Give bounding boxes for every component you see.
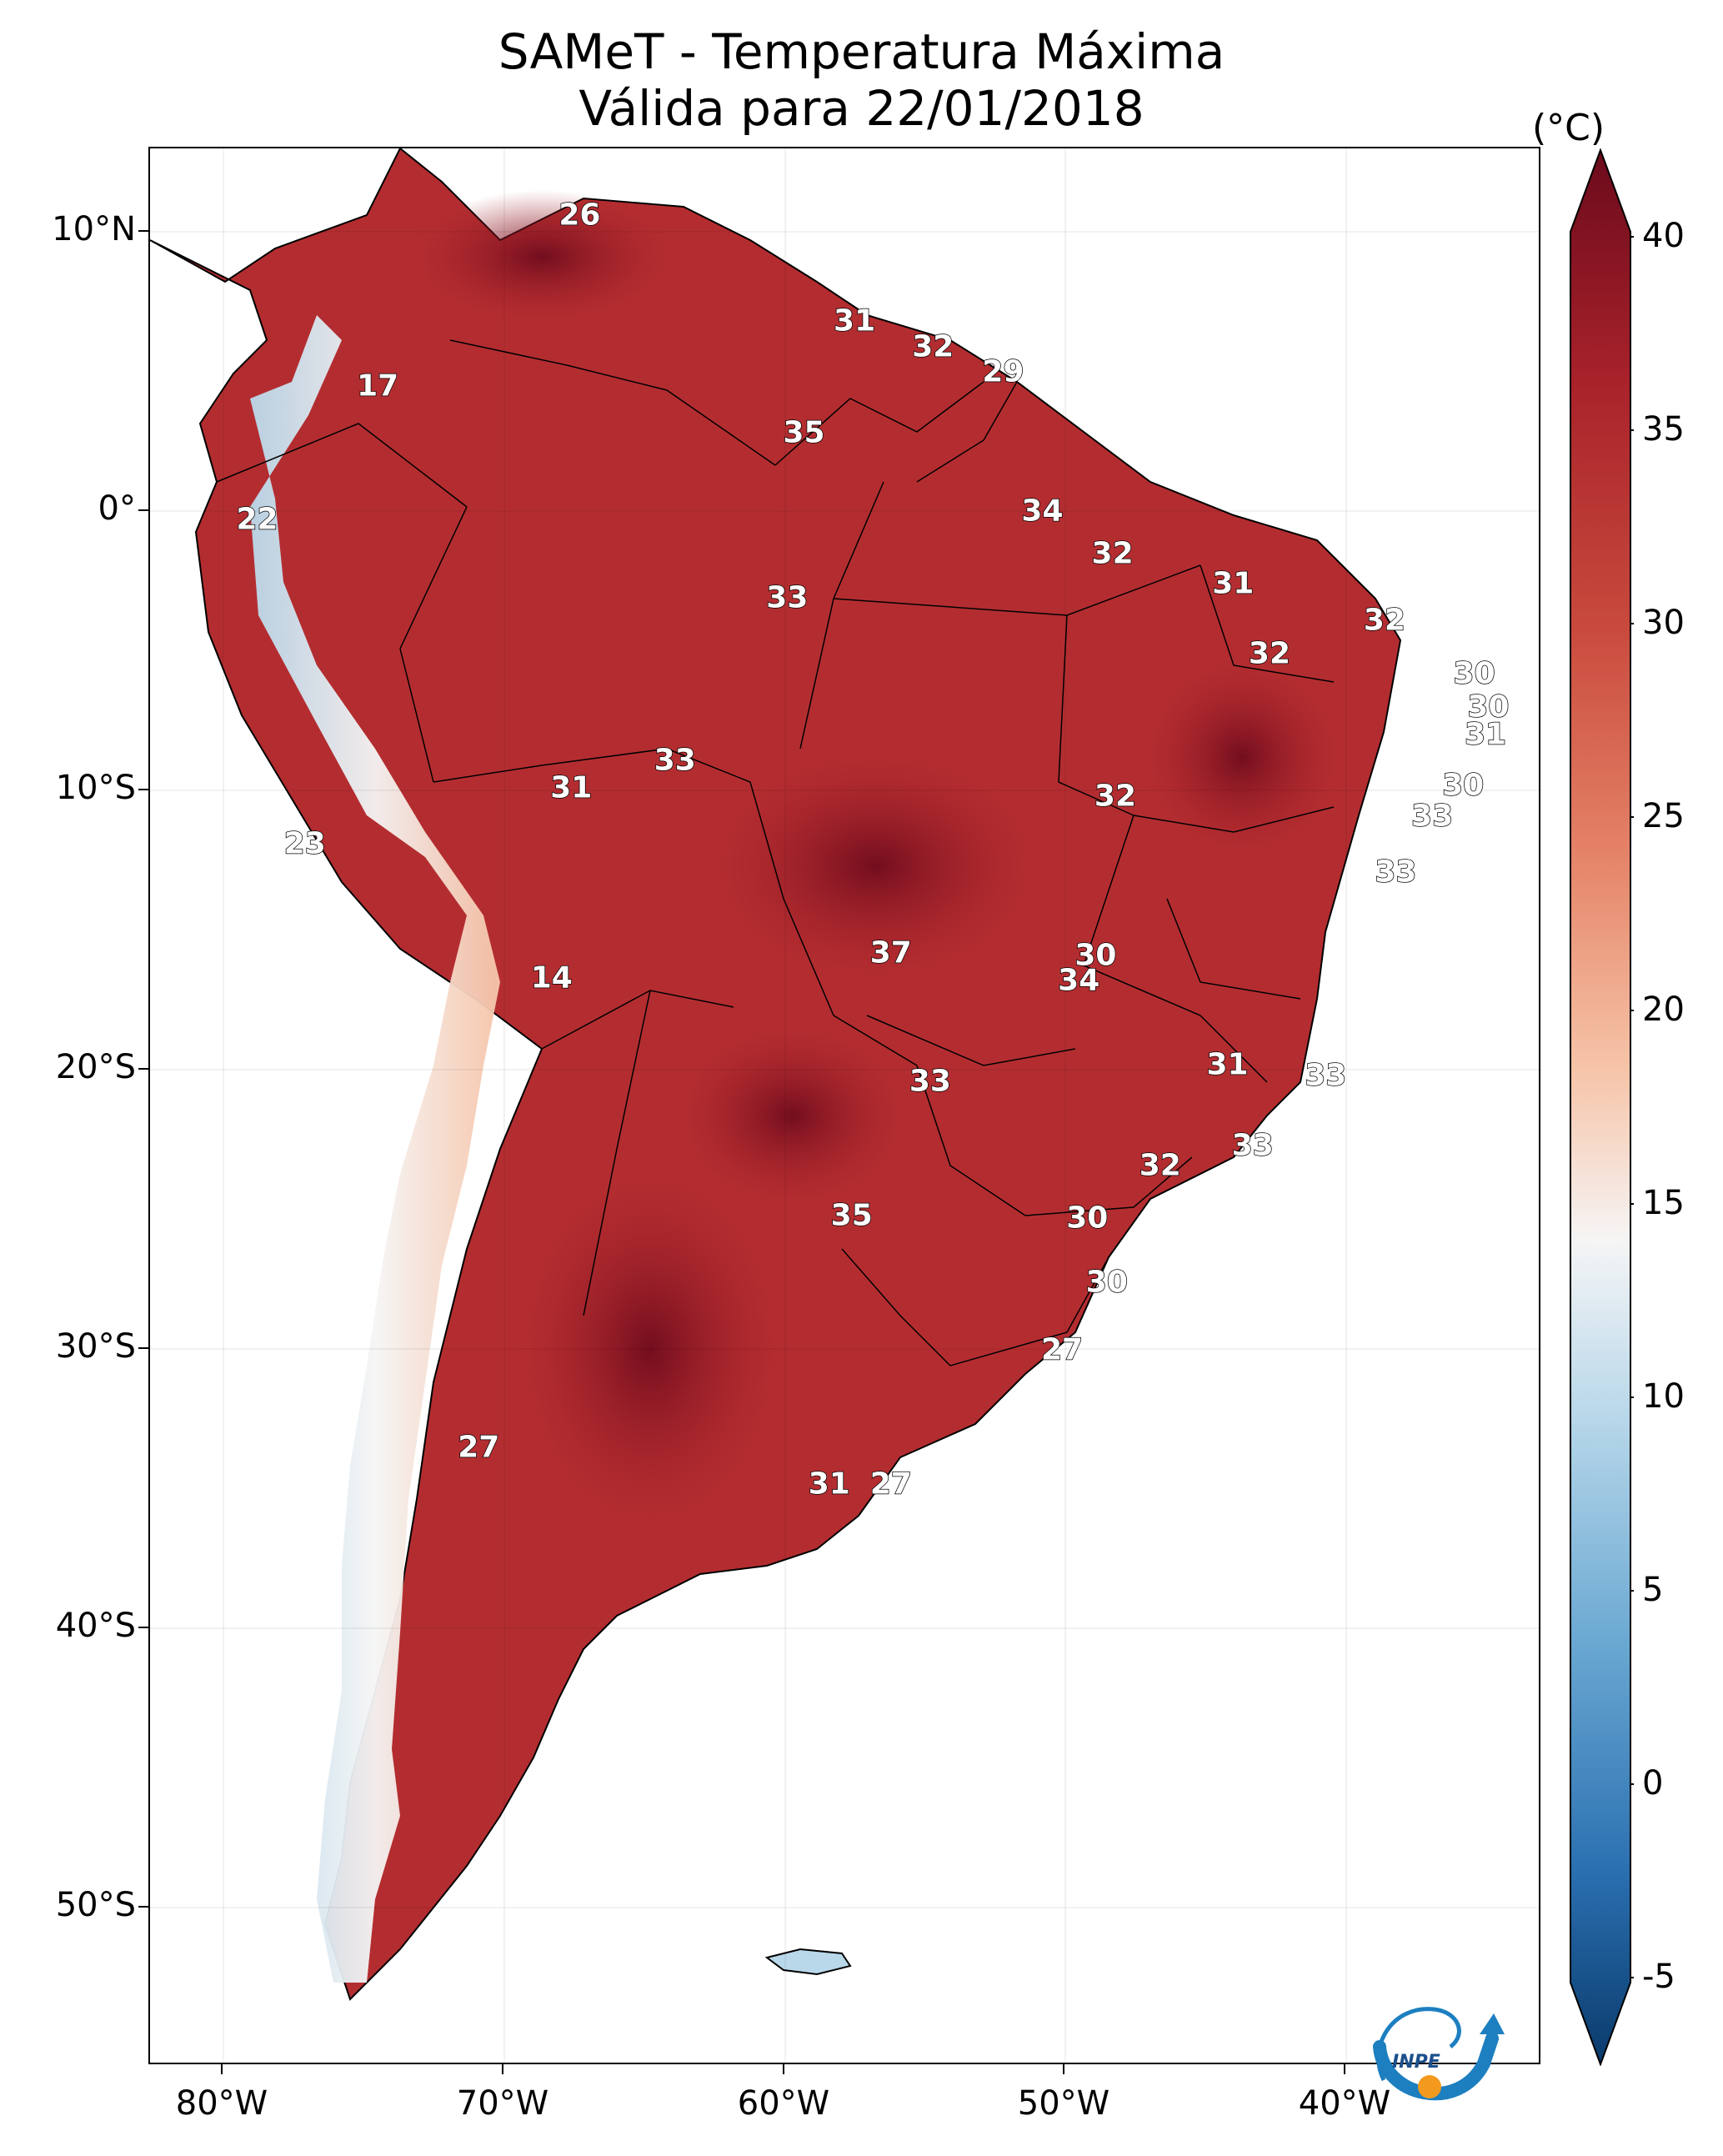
temperature-label: 22: [236, 502, 279, 538]
map-title: SAMeT - Temperatura Máxima: [498, 23, 1225, 80]
andes-cold-band: [250, 315, 500, 1983]
colorbar: [1570, 148, 1634, 2066]
colorbar-tick-25: 25: [1642, 797, 1685, 835]
temperature-label: 17: [356, 368, 399, 404]
temperature-label: 34: [1021, 494, 1064, 529]
temperature-label: 33: [1231, 1128, 1275, 1164]
lat-label-40s: 40°S: [55, 1607, 136, 1645]
lon-tick: [502, 2064, 503, 2074]
colorbar-unit-label: (°C): [1532, 107, 1605, 149]
lat-label-10n: 10°N: [52, 210, 136, 248]
colorbar-tick-35: 35: [1642, 410, 1685, 449]
temperature-label: 30: [1467, 689, 1510, 725]
lon-tick: [221, 2064, 223, 2074]
temperature-label: 33: [1304, 1058, 1347, 1094]
temperature-label: 32: [1248, 636, 1291, 672]
temperature-label: 33: [654, 742, 697, 778]
lon-label-60w: 60°W: [737, 2084, 830, 2123]
lon-tick: [1063, 2064, 1064, 2074]
lon-label-80w: 80°W: [175, 2084, 268, 2123]
lat-tick: [138, 230, 148, 232]
lat-tick: [138, 1627, 148, 1628]
lat-tick: [138, 509, 148, 511]
lon-label-70w: 70°W: [456, 2084, 549, 2123]
temperature-label: 32: [1363, 603, 1406, 639]
lat-tick: [138, 1068, 148, 1070]
temperature-label: 35: [783, 415, 826, 451]
temperature-label: 34: [1057, 963, 1100, 999]
temperature-label: 32: [1139, 1147, 1182, 1183]
hotspot-northeast: [1142, 657, 1342, 857]
lon-tick: [1344, 2064, 1345, 2074]
map-frame: 26 17 22 31 32 29 35 34 32 33 31 32 32 30 30 31 33 31 30 32…: [148, 147, 1540, 2064]
temperature-label: 30: [1453, 655, 1496, 691]
temperature-label: 32: [911, 328, 954, 364]
hotspot-mato-grosso: [709, 749, 1042, 982]
lat-label-0: 0°: [98, 489, 136, 528]
gridlines: [150, 148, 1539, 2063]
temperature-label: 33: [1410, 798, 1454, 834]
lat-label-20s: 20°S: [55, 1048, 136, 1086]
lat-label-30s: 30°S: [55, 1327, 136, 1366]
temperature-label: 35: [830, 1198, 874, 1234]
temperature-label: 30: [1085, 1265, 1129, 1301]
temperature-label: 31: [833, 303, 876, 339]
lon-tick: [783, 2064, 784, 2074]
temperature-label: 33: [909, 1064, 952, 1100]
temperature-label: 31: [1464, 717, 1507, 753]
lat-tick: [138, 789, 148, 790]
temperature-label: 32: [1094, 779, 1137, 815]
temperature-label: 30: [1441, 768, 1485, 804]
temperature-label: 33: [766, 580, 809, 616]
temperature-label: 27: [457, 1430, 500, 1466]
colorbar-tick-40: 40: [1642, 217, 1685, 255]
lon-label-50w: 50°W: [1017, 2084, 1110, 2123]
lat-label-10s: 10°S: [55, 769, 136, 807]
temperature-label: 27: [869, 1466, 913, 1502]
temperature-label: 31: [1211, 566, 1255, 602]
colorbar-tick-minus5: -5: [1642, 1958, 1675, 1996]
temperature-label: 29: [982, 354, 1025, 390]
temperature-label: 23: [283, 826, 327, 862]
temperature-map: [150, 148, 1539, 2063]
colorbar-tick-5: 5: [1642, 1571, 1664, 1609]
falkland-islands: [764, 1948, 852, 1976]
temperature-label: 37: [869, 935, 913, 971]
svg-text:INPE: INPE: [1392, 2052, 1440, 2073]
temperature-label: 31: [549, 770, 593, 806]
hotspot-chaco: [675, 1024, 909, 1207]
country-borders: [216, 339, 1335, 1366]
lat-tick: [138, 1906, 148, 1908]
temperature-label: 31: [1206, 1047, 1250, 1083]
colorbar-tick-10: 10: [1642, 1377, 1685, 1416]
colorbar-tick-15: 15: [1642, 1184, 1685, 1222]
temperature-label: 26: [558, 198, 602, 233]
inpe-logo: INPE: [1373, 2007, 1505, 2101]
temperature-label: 14: [530, 960, 573, 996]
colorbar-tick-30: 30: [1642, 604, 1685, 642]
temperature-label: 32: [1091, 535, 1134, 571]
temperature-label: 27: [1040, 1331, 1084, 1367]
colorbar-tick-20: 20: [1642, 990, 1685, 1029]
hotspot-pampas: [517, 1166, 784, 1532]
colorbar-tick-0: 0: [1642, 1764, 1664, 1803]
lat-label-50s: 50°S: [55, 1886, 136, 1924]
lon-label-40w: 40°W: [1298, 2084, 1391, 2123]
map-subtitle: Válida para 22/01/2018: [579, 80, 1144, 137]
temperature-label: 31: [808, 1466, 851, 1502]
temperature-label: 30: [1066, 1201, 1109, 1236]
temperature-label: 30: [1074, 938, 1118, 974]
temperature-label: 33: [1375, 854, 1418, 890]
hotspot-venezuela: [408, 190, 675, 323]
lat-tick: [138, 1347, 148, 1349]
